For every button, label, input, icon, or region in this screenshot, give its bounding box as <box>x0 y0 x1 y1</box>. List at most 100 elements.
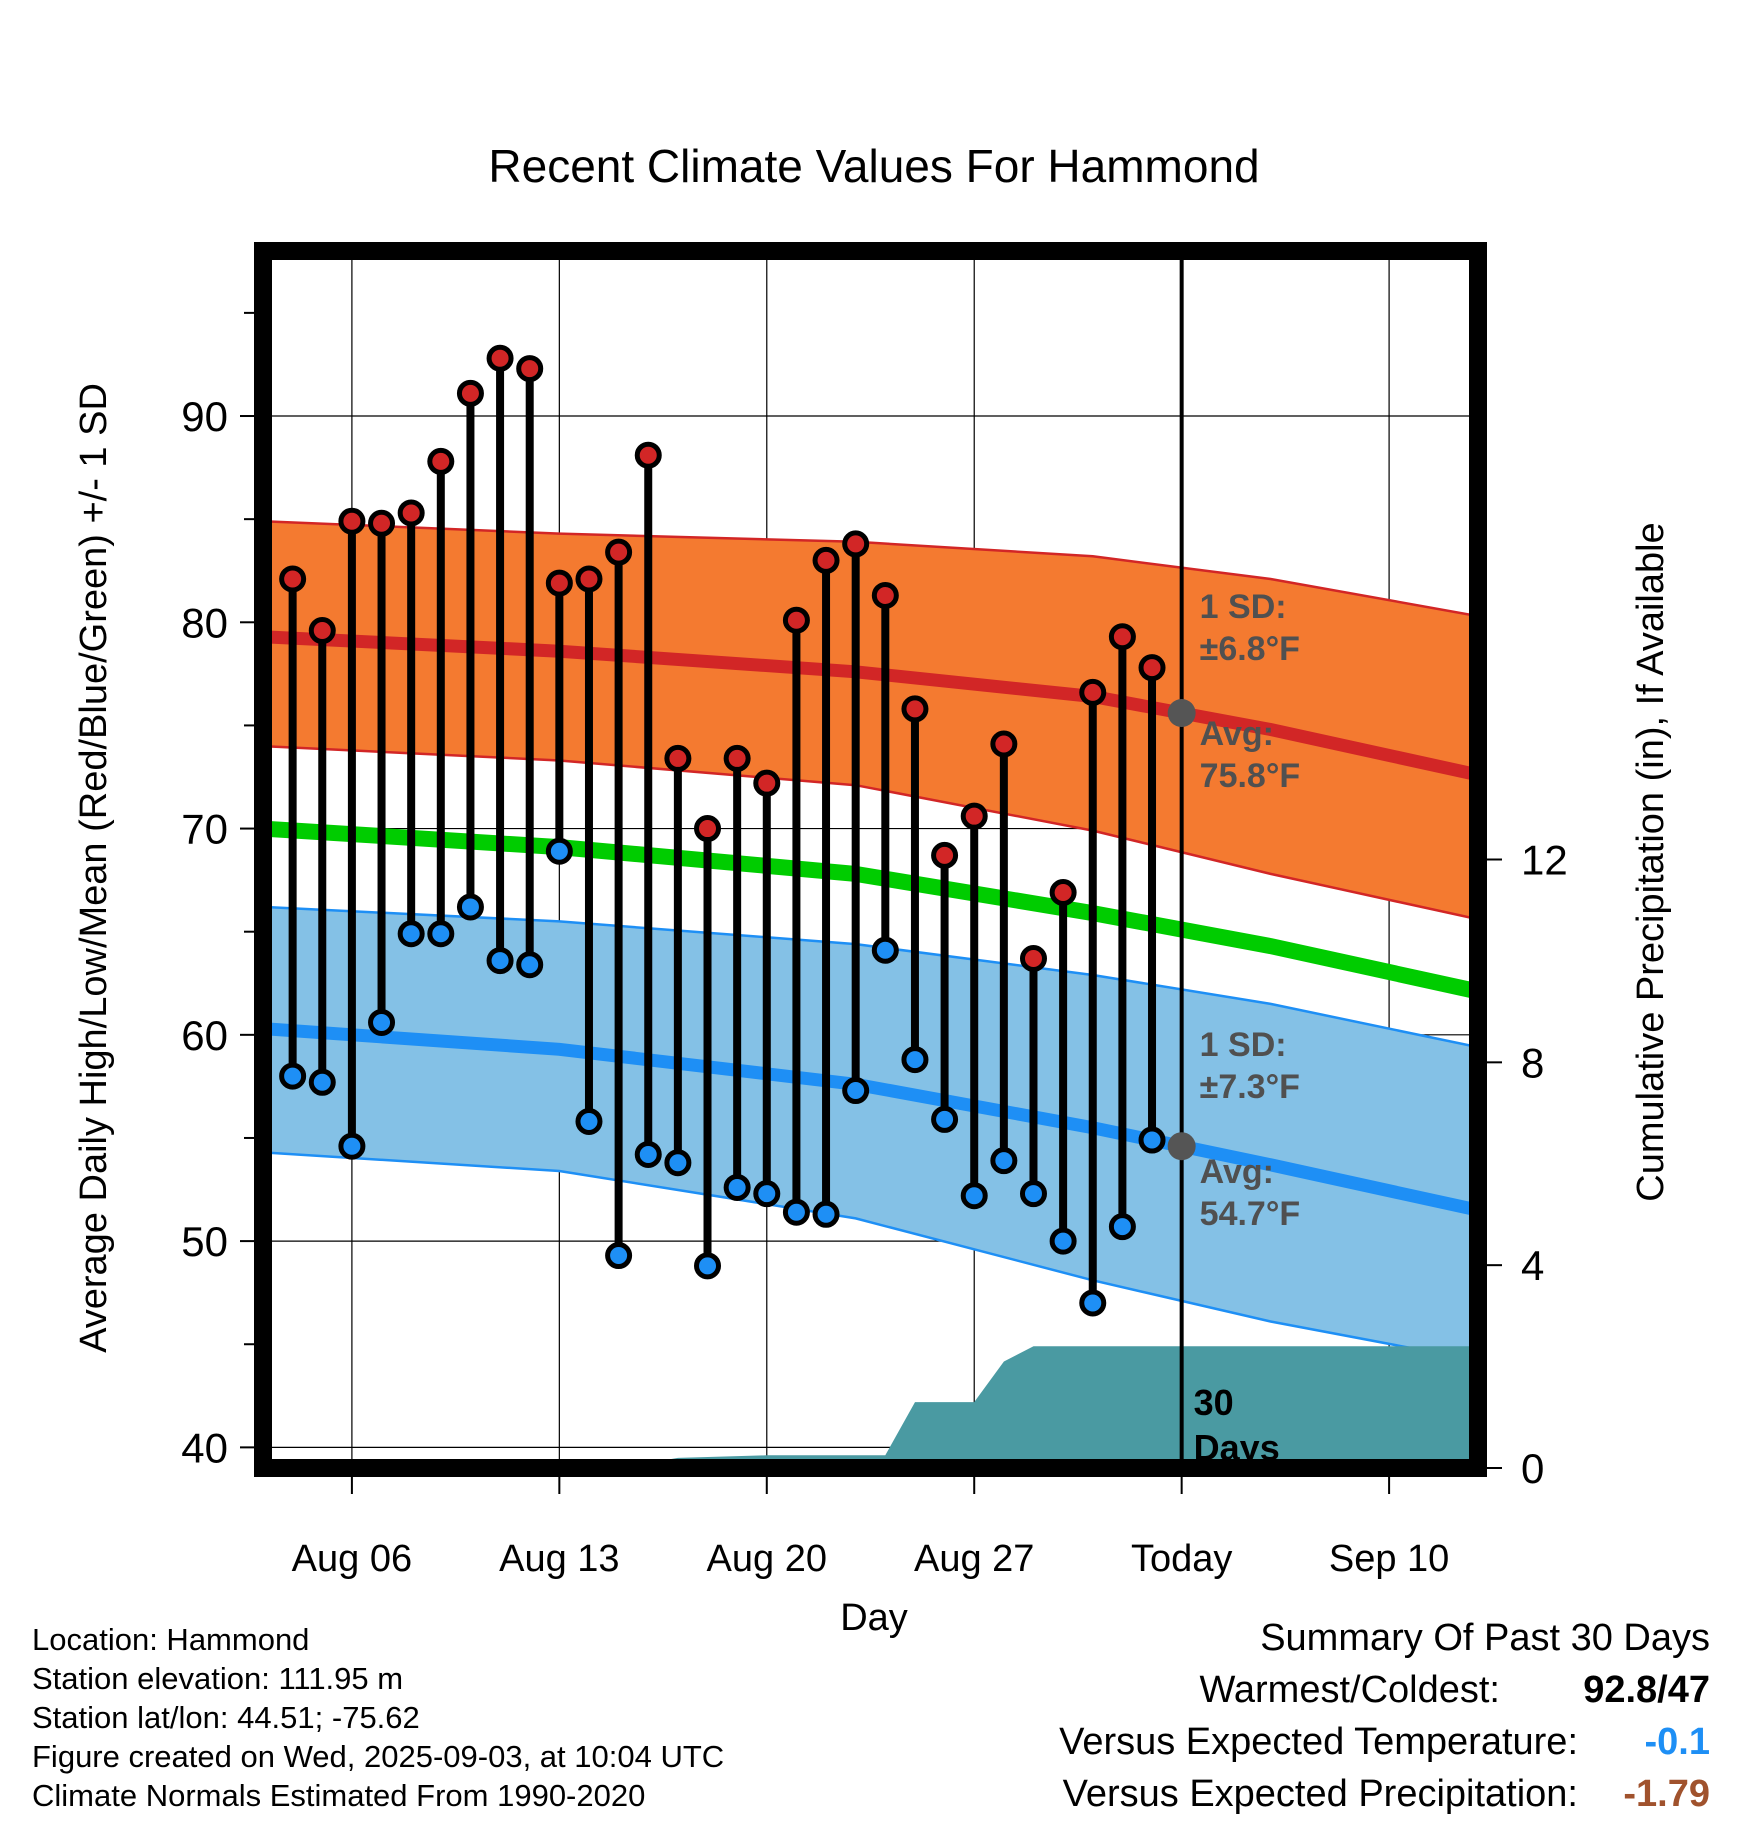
high-avg-value: 75.8°F <box>1200 757 1301 795</box>
low-band-lower-edge <box>263 1151 1478 1362</box>
y2-axis-label: Cumulative Precipitation (in), If Availa… <box>1630 522 1672 1201</box>
daily-low-point <box>753 1180 781 1208</box>
daily-low-point <box>634 1140 662 1168</box>
x-axis-label: Day <box>840 1597 908 1639</box>
plot-inner: 1 SD: ±6.8°F Avg: 75.8°F 1 SD: ±7.3°F Avg: 54.7… <box>263 251 1478 1468</box>
summary-heading: Summary Of Past 30 Days <box>1260 1617 1710 1659</box>
daily-low-point <box>486 947 514 975</box>
low-avg-value: 54.7°F <box>1200 1195 1301 1233</box>
daily-low-point <box>1138 1126 1166 1154</box>
low-sd-value: ±7.3°F <box>1200 1068 1300 1106</box>
daily-low-point <box>990 1147 1018 1175</box>
daily-high-point <box>931 841 959 869</box>
daily-low-point <box>960 1182 988 1210</box>
daily-high-point <box>486 344 514 372</box>
daily-low-point <box>812 1200 840 1228</box>
x-tick-label: Aug 20 <box>707 1538 827 1580</box>
warm-cold-separator: / <box>1657 1669 1668 1711</box>
daily-high-point <box>960 802 988 830</box>
daily-low-point <box>427 920 455 948</box>
high-band-upper-edge <box>263 519 1478 618</box>
normal-high-line <box>263 630 1478 782</box>
station-info: Location: Hammond Station elevation: 111… <box>32 1620 724 1815</box>
daily-high-point <box>1138 654 1166 682</box>
daily-high-point <box>782 606 810 634</box>
daily-low-point <box>338 1132 366 1160</box>
daily-high-point <box>901 695 929 723</box>
warmest-value: 92.8 <box>1583 1669 1658 1711</box>
window-days-number: 30 <box>1194 1382 1234 1423</box>
daily-low-point <box>368 1008 396 1036</box>
daily-low-point <box>931 1105 959 1133</box>
summary-precip-row: Versus Expected Precipitation: -1.79 <box>1059 1768 1710 1820</box>
coldest-value: 47 <box>1667 1669 1710 1711</box>
y-tick-label: 90 <box>181 393 228 440</box>
daily-low-point <box>1019 1180 1047 1208</box>
y-tick-label: 70 <box>181 806 228 853</box>
daily-high-point <box>871 581 899 609</box>
daily-high-point <box>456 379 484 407</box>
daily-high-point <box>545 569 573 597</box>
daily-low-point <box>664 1149 692 1177</box>
precip-label: Versus Expected Precipitation: <box>1062 1773 1578 1815</box>
daily-high-point <box>338 507 366 535</box>
y-axis-label: Average Daily High/Low/Mean (Red/Blue/Gr… <box>73 383 115 1353</box>
y-tick-label: 60 <box>181 1012 228 1059</box>
location-text: Location: Hammond <box>32 1622 310 1657</box>
plot-area: 1 SD: ±6.8°F Avg: 75.8°F 1 SD: ±7.3°F Avg: 54.7… <box>181 242 1568 1580</box>
daily-low-point <box>605 1242 633 1270</box>
high-sd-value: ±6.8°F <box>1200 630 1300 668</box>
daily-low-point <box>723 1173 751 1201</box>
daily-low-point <box>782 1198 810 1226</box>
daily-low-point <box>397 920 425 948</box>
daily-high-point <box>1108 623 1136 651</box>
daily-high-point <box>368 509 396 537</box>
daily-low-point <box>279 1062 307 1090</box>
daily-high-point <box>694 815 722 843</box>
daily-low-point <box>901 1046 929 1074</box>
daily-high-point <box>516 355 544 383</box>
y2-tick-label: 4 <box>1521 1242 1544 1289</box>
daily-high-point <box>427 447 455 475</box>
precip-anomaly-value: -1.79 <box>1623 1773 1710 1815</box>
x-tick-label: Aug 06 <box>292 1538 412 1580</box>
daily-high-point <box>575 565 603 593</box>
y-tick-label: 40 <box>181 1424 228 1471</box>
daily-high-point <box>842 530 870 558</box>
daily-low-point <box>1079 1289 1107 1317</box>
high-sd-band <box>263 521 1478 920</box>
low-avg-label: Avg: <box>1200 1153 1274 1191</box>
daily-low-point <box>545 837 573 865</box>
summary-temp-row: Versus Expected Temperature: -0.1 <box>1059 1716 1710 1768</box>
today-normal-low-marker <box>1167 1132 1196 1161</box>
daily-high-point <box>753 769 781 797</box>
daily-low-point <box>575 1107 603 1135</box>
daily-high-point <box>397 499 425 527</box>
y2-tick-label: 12 <box>1521 837 1568 884</box>
daily-high-point <box>1079 678 1107 706</box>
daily-high-point <box>1049 879 1077 907</box>
summary-warm-cold-row: Warmest/Coldest: 92.8/47 <box>1059 1664 1710 1716</box>
temp-label: Versus Expected Temperature: <box>1059 1721 1578 1763</box>
daily-low-point <box>308 1068 336 1096</box>
y-tick-label: 50 <box>181 1218 228 1265</box>
daily-low-point <box>1108 1213 1136 1241</box>
daily-low-point <box>842 1077 870 1105</box>
daily-low-point <box>516 951 544 979</box>
warm-cold-label: Warmest/Coldest: <box>1199 1669 1500 1711</box>
plot-frame <box>254 242 1487 1477</box>
normals-text: Climate Normals Estimated From 1990-2020 <box>32 1778 646 1813</box>
y-tick-label: 80 <box>181 599 228 646</box>
chart-title: Recent Climate Values For Hammond <box>488 140 1259 192</box>
daily-high-point <box>605 538 633 566</box>
daily-low-point <box>871 936 899 964</box>
low-sd-label: 1 SD: <box>1200 1026 1287 1064</box>
high-sd-label: 1 SD: <box>1200 588 1287 626</box>
x-tick-label: Sep 10 <box>1329 1538 1449 1580</box>
daily-high-point <box>634 441 662 469</box>
temp-anomaly-value: -0.1 <box>1644 1721 1710 1763</box>
daily-high-point <box>308 617 336 645</box>
daily-high-point <box>664 744 692 772</box>
y2-tick-label: 8 <box>1521 1039 1544 1086</box>
